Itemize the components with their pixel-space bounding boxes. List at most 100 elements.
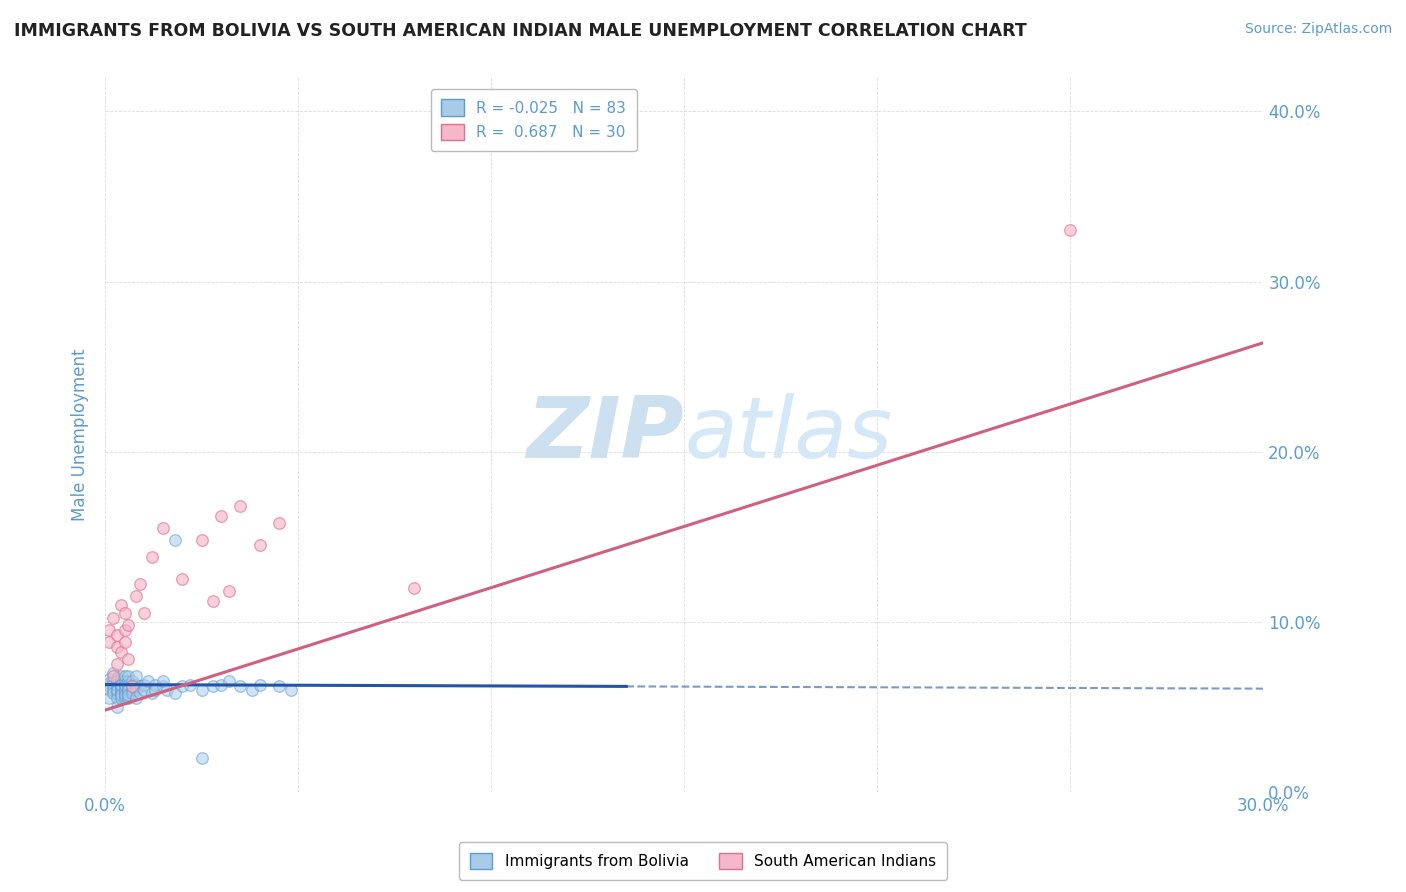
Point	[125, 677, 148, 691]
Point	[101, 665, 124, 680]
Point	[141, 686, 163, 700]
Point	[129, 686, 152, 700]
Point	[121, 679, 143, 693]
Point	[117, 677, 139, 691]
Point	[105, 682, 128, 697]
Point	[202, 594, 225, 608]
Point	[110, 674, 132, 689]
Point	[110, 677, 132, 691]
Point	[114, 606, 136, 620]
Point	[125, 682, 148, 697]
Point	[125, 669, 148, 683]
Point	[202, 679, 225, 693]
Point	[152, 521, 174, 535]
Y-axis label: Male Unemployment: Male Unemployment	[72, 348, 89, 521]
Point	[156, 682, 179, 697]
Point	[190, 682, 212, 697]
Point	[105, 640, 128, 655]
Point	[114, 686, 136, 700]
Point	[105, 677, 128, 691]
Point	[101, 682, 124, 697]
Point	[110, 677, 132, 691]
Point	[105, 679, 128, 693]
Point	[98, 676, 121, 690]
Point	[121, 674, 143, 689]
Point	[218, 584, 240, 599]
Point	[117, 618, 139, 632]
Point	[114, 669, 136, 683]
Point	[218, 674, 240, 689]
Text: IMMIGRANTS FROM BOLIVIA VS SOUTH AMERICAN INDIAN MALE UNEMPLOYMENT CORRELATION C: IMMIGRANTS FROM BOLIVIA VS SOUTH AMERICA…	[14, 22, 1026, 40]
Point	[105, 699, 128, 714]
Point	[114, 682, 136, 697]
Point	[240, 682, 263, 697]
Point	[209, 509, 232, 524]
Point	[129, 679, 152, 693]
Point	[1059, 223, 1081, 237]
Point	[117, 674, 139, 689]
Point	[121, 677, 143, 691]
Point	[114, 679, 136, 693]
Point	[114, 623, 136, 637]
Point	[110, 598, 132, 612]
Point	[280, 682, 302, 697]
Point	[117, 652, 139, 666]
Point	[98, 682, 121, 697]
Point	[105, 671, 128, 685]
Point	[132, 677, 155, 691]
Point	[121, 679, 143, 693]
Point	[117, 682, 139, 697]
Point	[141, 549, 163, 564]
Point	[101, 674, 124, 689]
Point	[129, 577, 152, 591]
Text: Source: ZipAtlas.com: Source: ZipAtlas.com	[1244, 22, 1392, 37]
Point	[105, 682, 128, 697]
Point	[114, 677, 136, 691]
Point	[98, 679, 121, 693]
Point	[229, 679, 252, 693]
Legend: R = -0.025   N = 83, R =  0.687   N = 30: R = -0.025 N = 83, R = 0.687 N = 30	[430, 88, 637, 151]
Point	[249, 538, 271, 552]
Point	[172, 679, 194, 693]
Point	[132, 682, 155, 697]
Point	[117, 682, 139, 697]
Point	[101, 677, 124, 691]
Point	[136, 674, 159, 689]
Point	[402, 581, 425, 595]
Point	[132, 606, 155, 620]
Legend: Immigrants from Bolivia, South American Indians: Immigrants from Bolivia, South American …	[458, 842, 948, 880]
Point	[105, 674, 128, 689]
Point	[98, 635, 121, 649]
Point	[98, 691, 121, 706]
Point	[190, 533, 212, 547]
Point	[114, 674, 136, 689]
Point	[249, 677, 271, 691]
Point	[105, 674, 128, 689]
Point	[98, 673, 121, 687]
Point	[101, 611, 124, 625]
Point	[125, 691, 148, 706]
Point	[209, 677, 232, 691]
Point	[105, 691, 128, 706]
Point	[110, 682, 132, 697]
Point	[145, 682, 167, 697]
Point	[114, 677, 136, 691]
Point	[125, 589, 148, 603]
Point	[152, 674, 174, 689]
Point	[110, 686, 132, 700]
Point	[114, 635, 136, 649]
Point	[117, 669, 139, 683]
Point	[101, 686, 124, 700]
Text: atlas: atlas	[685, 393, 893, 476]
Text: ZIP: ZIP	[527, 393, 685, 476]
Point	[110, 645, 132, 659]
Point	[229, 499, 252, 513]
Point	[163, 533, 186, 547]
Point	[114, 691, 136, 706]
Point	[114, 682, 136, 697]
Point	[117, 691, 139, 706]
Point	[110, 688, 132, 702]
Point	[152, 679, 174, 693]
Point	[105, 686, 128, 700]
Point	[110, 691, 132, 706]
